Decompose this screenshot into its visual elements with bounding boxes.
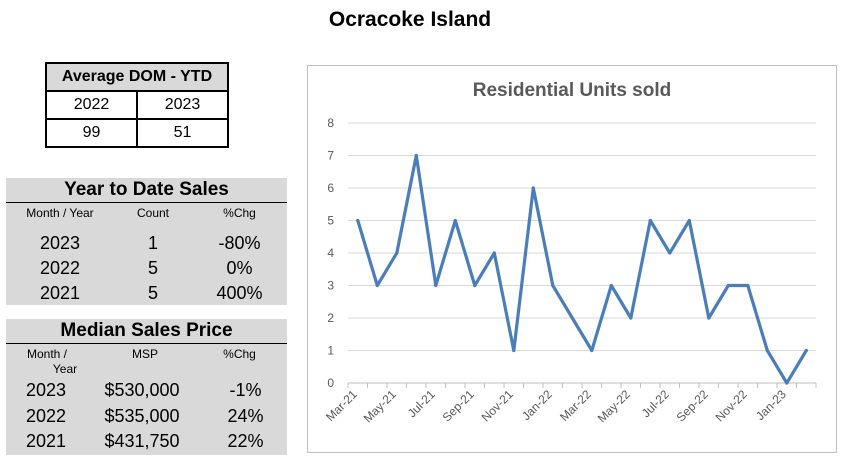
x-tick-label: Sep-22: [674, 387, 711, 424]
ytd-header-count: Count: [136, 206, 170, 220]
ytd-header-month-year: Month / Year: [26, 206, 94, 220]
y-tick-label: 7: [327, 149, 334, 163]
y-tick-label: 2: [327, 311, 334, 325]
ytd-sales-panel: Year to Date Sales Month / Year Count %C…: [6, 178, 287, 305]
data-point: [375, 283, 379, 288]
data-point: [512, 348, 516, 353]
chart-title: Residential Units sold: [472, 80, 672, 101]
units-sold-chart: Residential Units sold 0 1 2 3 4 5 6 7 8 Mar-21 Ma…: [307, 65, 837, 453]
ytd-header-chg: %Chg: [223, 206, 256, 220]
data-point: [648, 218, 652, 223]
data-point: [590, 348, 594, 353]
y-tick-label: 1: [327, 344, 334, 358]
data-point: [570, 316, 574, 320]
data-point: [629, 316, 633, 320]
y-tick-label: 8: [327, 116, 334, 130]
msp-header-month: Month /: [26, 347, 68, 361]
x-tick-label: Jan-23: [753, 387, 789, 423]
ytd-row-year: 2022: [39, 258, 81, 278]
msp-row-price: $431,750: [104, 431, 180, 451]
dom-table: Average DOM - YTD 2022 2023 99 51: [45, 62, 229, 148]
dom-value-2022: 99: [45, 118, 138, 148]
x-tick-label: Jul-21: [405, 387, 438, 420]
msp-header-chg: %Chg: [223, 347, 256, 361]
ytd-row-year: 2023: [39, 233, 81, 253]
x-tick-label: Mar-21: [323, 387, 360, 424]
msp-row-chg: 22%: [227, 431, 264, 451]
dom-year-2022: 2022: [45, 90, 138, 120]
ytd-row-count: 5: [147, 258, 158, 278]
dom-table-header: Average DOM - YTD: [45, 62, 229, 92]
ytd-row-count: 1: [147, 233, 158, 253]
data-point: [746, 283, 750, 288]
data-point: [726, 283, 730, 288]
x-tick-label: Mar-22: [557, 387, 594, 424]
msp-row-price: $530,000: [104, 380, 180, 400]
data-point: [609, 283, 613, 288]
msp-row-chg: -1%: [229, 380, 262, 400]
msp-row-price: $535,000: [104, 406, 180, 426]
data-point: [356, 218, 360, 223]
y-tick-label: 6: [327, 181, 334, 195]
x-tick-label: May-21: [361, 387, 399, 425]
dom-year-2023: 2023: [136, 90, 229, 120]
msp-row-year: 2023: [25, 380, 67, 400]
ytd-row-count: 5: [147, 283, 158, 303]
data-point: [492, 251, 496, 255]
x-tick-label: Nov-21: [479, 387, 516, 424]
msp-header-year: Year: [52, 362, 78, 376]
msp-row-year: 2022: [25, 406, 67, 426]
ytd-sales-title: Year to Date Sales: [6, 178, 287, 203]
x-tick-label: May-22: [595, 387, 633, 425]
data-point: [785, 381, 789, 385]
data-point: [531, 186, 535, 190]
page-title: Ocracoke Island: [328, 8, 492, 31]
ytd-row-chg: -80%: [218, 233, 261, 253]
median-price-panel: Median Sales Price Month / Year MSP %Chg…: [6, 319, 287, 455]
y-tick-label: 5: [327, 214, 334, 228]
data-point: [473, 283, 477, 288]
data-point: [453, 218, 457, 223]
y-tick-label: 4: [327, 246, 334, 260]
x-tick-label: Sep-21: [440, 387, 477, 424]
dom-value-2023: 51: [136, 118, 229, 148]
msp-header-msp: MSP: [131, 347, 158, 361]
series-line: [356, 153, 808, 385]
data-point: [395, 251, 399, 255]
msp-row-chg: 24%: [227, 406, 264, 426]
data-point: [804, 348, 808, 353]
data-point: [551, 283, 555, 288]
data-point: [434, 283, 438, 288]
ytd-row-year: 2021: [39, 283, 81, 303]
y-tick-label: 3: [327, 279, 334, 293]
data-point: [414, 153, 418, 158]
ytd-row-chg: 0%: [226, 258, 253, 278]
data-point: [687, 218, 691, 223]
data-point: [765, 348, 769, 353]
msp-row-year: 2021: [25, 431, 67, 451]
x-tick-label: Jan-22: [519, 387, 555, 423]
y-tick-label: 0: [327, 376, 334, 390]
data-point: [668, 251, 672, 255]
x-tick-label: Nov-22: [713, 387, 750, 424]
median-price-title: Median Sales Price: [6, 319, 287, 344]
ytd-row-chg: 400%: [216, 283, 263, 303]
data-point: [707, 316, 711, 320]
x-tick-label: Jul-22: [639, 387, 672, 420]
